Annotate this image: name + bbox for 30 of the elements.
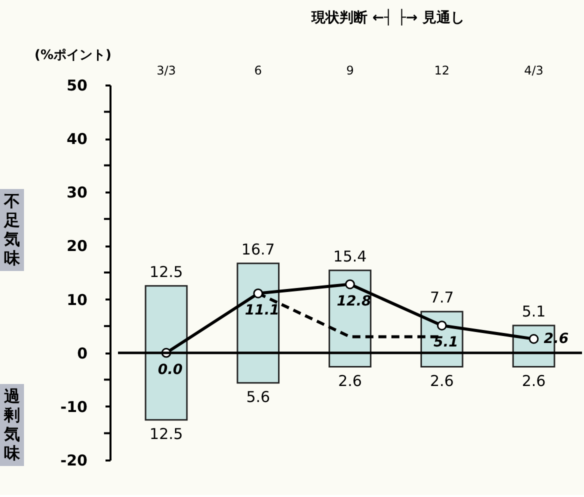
annotation: 5.6: [246, 388, 270, 406]
y-tick-label: -10: [60, 398, 88, 416]
y-axis-title: (%ポイント): [34, 48, 112, 63]
y-tick-label: 20: [66, 237, 88, 256]
x-tick-label: 12: [434, 64, 450, 78]
y-tick-label: -20: [60, 452, 88, 470]
annotation: 2.6: [338, 372, 362, 390]
y-tick-label: 0: [77, 344, 88, 362]
y-tick-label: 30: [66, 184, 88, 202]
data-label: 5.1: [433, 334, 458, 351]
y-tick-label: 10: [66, 290, 88, 309]
data-label: 12.5: [150, 262, 183, 281]
text: 現状判断 ←┤ ├→ 見通し: [310, 8, 464, 26]
data-label: 0.0: [158, 362, 183, 378]
data-label: 11.1: [244, 302, 280, 318]
data-label: 15.4: [333, 247, 367, 266]
data-label: 7.7: [430, 288, 454, 307]
text: 不足気味: [3, 192, 21, 268]
annotation: 2.6: [430, 372, 454, 390]
y-tick-label: 50: [66, 76, 88, 94]
x-tick-label: 6: [254, 64, 262, 78]
x-tick-label: 3/3: [156, 64, 176, 78]
annotation: 12.5: [150, 424, 183, 443]
data-label: 16.7: [241, 240, 275, 258]
x-tick-label: 9: [346, 64, 354, 78]
y-tick-label: 40: [66, 130, 88, 148]
x-tick-label: 4/3: [524, 64, 544, 78]
annotation: 2.6: [522, 372, 546, 390]
text: 過剰気味: [3, 386, 21, 462]
data-label: 5.1: [522, 302, 546, 321]
